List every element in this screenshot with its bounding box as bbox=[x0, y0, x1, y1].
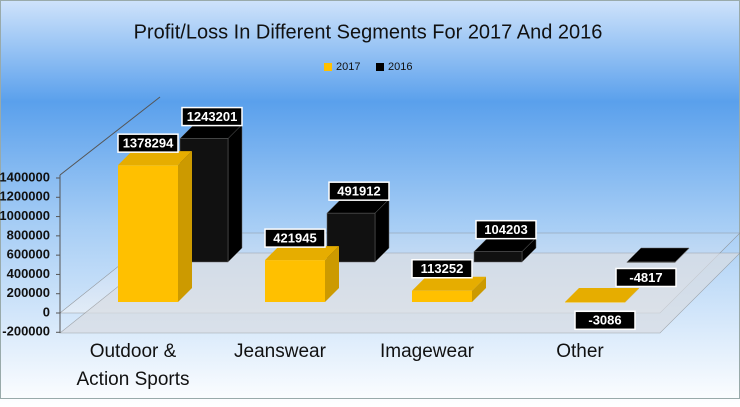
data-label-box bbox=[264, 228, 326, 248]
data-label: 491912 bbox=[337, 184, 380, 199]
data-label: 104203 bbox=[484, 222, 527, 237]
y-tick-label: 800000 bbox=[7, 227, 50, 242]
bar-front bbox=[265, 260, 325, 302]
bar-top bbox=[265, 246, 339, 261]
data-label-box bbox=[181, 106, 243, 127]
y-tick-label: 400000 bbox=[7, 266, 50, 281]
data-label: 421945 bbox=[273, 231, 316, 246]
bar bbox=[118, 151, 192, 302]
data-label-box bbox=[411, 259, 473, 279]
x-tick-label: Other bbox=[556, 341, 604, 362]
x-tick-label: Outdoor & Action Sports bbox=[77, 341, 190, 390]
bar-side bbox=[472, 276, 486, 302]
bar-side bbox=[227, 123, 243, 263]
y-tick-label: 0 bbox=[43, 304, 50, 319]
x-tick-label: Jeanswear bbox=[234, 341, 327, 362]
bar bbox=[265, 246, 339, 302]
bar bbox=[626, 247, 690, 264]
bar-front bbox=[626, 261, 676, 263]
bar-top bbox=[565, 288, 639, 302]
bar-top bbox=[118, 151, 192, 166]
bar-side bbox=[625, 288, 639, 303]
bar bbox=[412, 276, 486, 302]
bar-front bbox=[412, 290, 472, 302]
x-tick-label: Imagewear bbox=[380, 341, 475, 362]
legend-swatch bbox=[376, 63, 384, 71]
chart-title: Profit/Loss In Different Segments For 20… bbox=[134, 21, 603, 43]
y-tick-label: 600000 bbox=[7, 247, 50, 262]
wall-edge bbox=[59, 96, 161, 176]
data-label: -3086 bbox=[588, 313, 621, 328]
data-label: 1378294 bbox=[123, 136, 174, 151]
data-label-box bbox=[574, 310, 636, 331]
data-label: 1243201 bbox=[187, 109, 238, 124]
legend-label: 2016 bbox=[388, 61, 412, 73]
data-label-box bbox=[117, 133, 179, 153]
bar-side bbox=[178, 151, 192, 302]
data-label: 113252 bbox=[421, 261, 464, 276]
y-tick-label: 1200000 bbox=[0, 189, 50, 204]
bar-front bbox=[473, 251, 523, 263]
bar-side bbox=[325, 246, 339, 302]
data-label: -4817 bbox=[629, 270, 662, 285]
bar-front bbox=[118, 165, 178, 302]
legend: 2017 2016 bbox=[324, 61, 412, 73]
y-tick-label: 1000000 bbox=[0, 208, 50, 223]
bar-front bbox=[565, 302, 625, 303]
data-label-box bbox=[615, 267, 677, 288]
data-label-box bbox=[328, 181, 390, 201]
y-tick-label: 1400000 bbox=[0, 169, 50, 184]
y-tick-label: 200000 bbox=[7, 285, 50, 300]
bar-top bbox=[412, 276, 486, 291]
bar bbox=[565, 288, 639, 303]
y-tick-label: -200000 bbox=[2, 324, 50, 339]
data-label-box bbox=[475, 219, 537, 240]
legend-label: 2017 bbox=[336, 61, 360, 73]
legend-swatch bbox=[324, 63, 332, 71]
